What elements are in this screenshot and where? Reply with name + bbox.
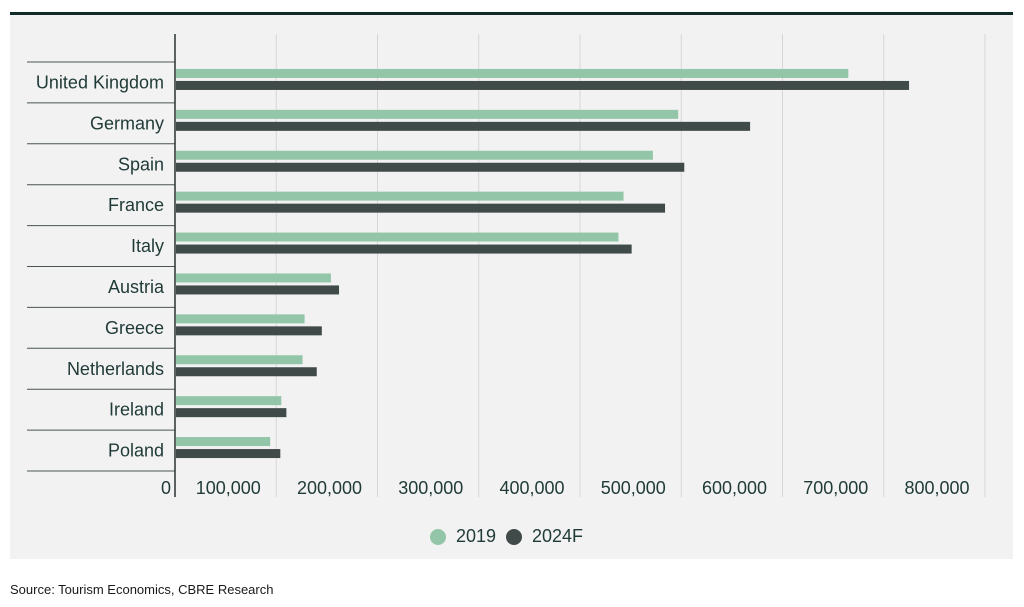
bar-2024F-poland (176, 449, 281, 459)
bar-2024F-united-kingdom (176, 80, 910, 90)
source-note: Source: Tourism Economics, CBRE Research (10, 582, 274, 597)
x-tick-label: 100,000 (196, 478, 261, 498)
category-label: Germany (90, 113, 164, 133)
category-label: Netherlands (67, 359, 164, 379)
bar-2019-ireland (176, 396, 282, 406)
bar-2024F-ireland (176, 408, 287, 418)
legend-label-2024F: 2024F (532, 526, 583, 546)
bar-chart: United Kingdom Germany Spain France Italy Aus… (27, 34, 986, 546)
bar-2019-greece (176, 314, 305, 324)
bar-2019-france (176, 191, 624, 201)
bar-2024F-spain (176, 162, 685, 172)
bar-2024F-france (176, 203, 666, 213)
legend-label-2019: 2019 (456, 526, 496, 546)
category-label: Poland (108, 441, 164, 461)
x-tick-label: 500,000 (601, 478, 666, 498)
bar-2019-united-kingdom (176, 68, 849, 78)
bar-2024F-netherlands (176, 367, 317, 377)
bar-2024F-austria (176, 285, 340, 295)
legend-swatch-2024F (506, 529, 522, 545)
category-label: Italy (131, 236, 164, 256)
x-tick-label: 300,000 (398, 478, 463, 498)
category-label: France (108, 195, 164, 215)
bar-2019-poland (176, 437, 271, 447)
x-tick-label: 800,000 (904, 478, 969, 498)
top-rule (10, 12, 1013, 15)
x-tick-label: 200,000 (297, 478, 362, 498)
category-label: Greece (105, 318, 164, 338)
bar-2019-germany (176, 109, 679, 119)
bar-2019-spain (176, 150, 653, 160)
x-tick-label: 600,000 (702, 478, 767, 498)
bar-2019-austria (176, 273, 331, 283)
category-label: Austria (108, 277, 165, 297)
category-label: United Kingdom (36, 72, 164, 92)
legend-swatch-2019 (430, 529, 446, 545)
category-label: Ireland (109, 400, 164, 420)
category-label: Spain (118, 154, 164, 174)
bar-2024F-italy (176, 244, 632, 254)
x-tick-label: 0 (161, 478, 171, 498)
bar-2024F-greece (176, 326, 322, 336)
bar-2019-netherlands (176, 355, 303, 365)
bar-2024F-germany (176, 121, 751, 131)
x-tick-label: 400,000 (499, 478, 564, 498)
x-tick-label: 700,000 (803, 478, 868, 498)
bar-2019-italy (176, 232, 619, 242)
